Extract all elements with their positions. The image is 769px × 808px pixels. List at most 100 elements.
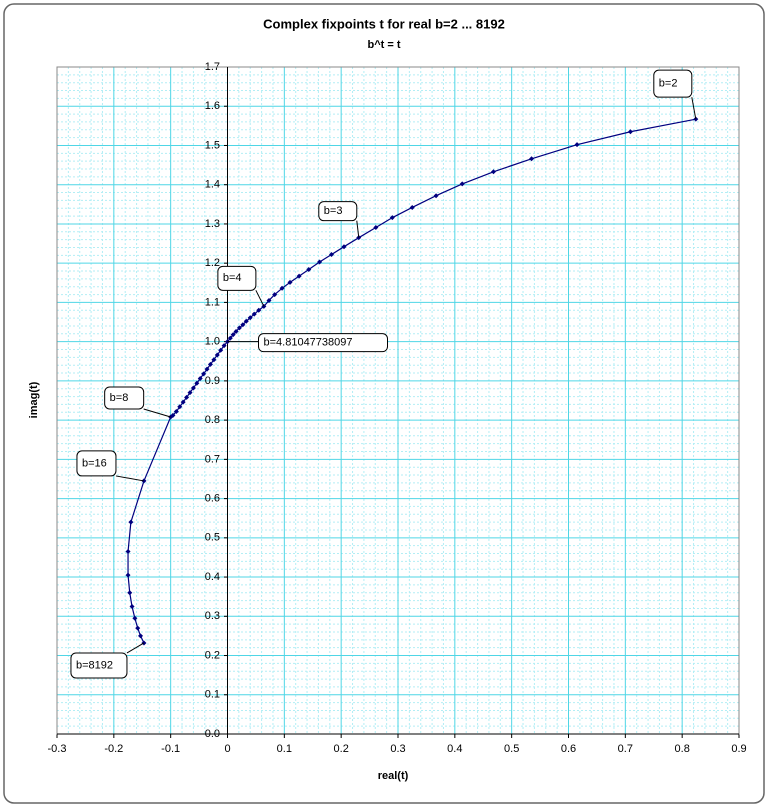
y-tick-label: 1.4 bbox=[205, 179, 220, 191]
data-point bbox=[197, 376, 203, 382]
data-point bbox=[211, 357, 217, 363]
y-tick-label: 0.9 bbox=[205, 375, 220, 387]
callout-text: b=2 bbox=[659, 78, 678, 90]
x-axis-label: real(t) bbox=[378, 770, 409, 782]
data-point bbox=[233, 328, 239, 334]
y-tick-label: 1.5 bbox=[205, 139, 220, 151]
callout-leader bbox=[356, 220, 360, 238]
y-tick-label: 1.1 bbox=[205, 296, 220, 308]
callout-text: b=8192 bbox=[76, 659, 113, 671]
data-point bbox=[574, 142, 580, 148]
data-point bbox=[389, 215, 395, 221]
x-tick-label: 0.5 bbox=[504, 743, 519, 755]
data-point bbox=[218, 347, 224, 353]
data-point bbox=[230, 332, 236, 338]
data-point bbox=[125, 549, 131, 555]
y-tick-label: 0.5 bbox=[205, 532, 220, 544]
data-point bbox=[341, 244, 347, 250]
data-point bbox=[190, 385, 196, 391]
callout-box bbox=[318, 201, 358, 222]
data-point bbox=[296, 273, 302, 279]
y-tick-label: 0.6 bbox=[205, 492, 220, 504]
data-point bbox=[184, 394, 190, 400]
data-point bbox=[329, 252, 335, 258]
data-point bbox=[243, 318, 249, 324]
data-point bbox=[180, 399, 186, 405]
data-point bbox=[266, 297, 272, 303]
y-tick-label: 1.2 bbox=[205, 257, 220, 269]
callout-box bbox=[258, 333, 388, 353]
x-tick-label: -0.1 bbox=[161, 743, 180, 755]
y-tick-label: 0.8 bbox=[205, 414, 220, 426]
data-point bbox=[204, 366, 210, 372]
y-tick-label: 0.7 bbox=[205, 453, 220, 465]
x-tick-label: 0.7 bbox=[618, 743, 633, 755]
data-point bbox=[221, 343, 227, 349]
y-axis-label: imag(t) bbox=[28, 381, 40, 418]
x-tick-label: 0 bbox=[224, 743, 230, 755]
data-point bbox=[627, 129, 633, 135]
callout-text: b=4 bbox=[223, 272, 242, 284]
x-tick-label: -0.2 bbox=[104, 743, 123, 755]
y-tick-label: 1.0 bbox=[205, 336, 220, 348]
data-point bbox=[127, 590, 133, 596]
x-tick-label: -0.3 bbox=[48, 743, 67, 755]
data-point bbox=[173, 408, 179, 414]
y-tick-label: 0.4 bbox=[205, 571, 220, 583]
data-point bbox=[201, 371, 207, 377]
data-point bbox=[317, 259, 323, 265]
data-point bbox=[177, 404, 183, 410]
data-point bbox=[306, 266, 312, 272]
x-tick-label: 0.2 bbox=[334, 743, 349, 755]
callout-box bbox=[76, 450, 117, 477]
x-tick-label: 0.3 bbox=[390, 743, 405, 755]
data-point bbox=[279, 285, 285, 291]
callout-text: b=4.81047738097 bbox=[264, 337, 353, 349]
data-point bbox=[251, 311, 257, 317]
data-point bbox=[214, 352, 220, 358]
data-point bbox=[256, 307, 262, 313]
data-point bbox=[227, 335, 233, 341]
callout-box bbox=[217, 265, 257, 291]
callout-box bbox=[104, 386, 145, 410]
data-point bbox=[240, 322, 246, 328]
data-point bbox=[187, 390, 193, 396]
y-tick-label: 0.2 bbox=[205, 649, 220, 661]
callout-leader bbox=[255, 290, 265, 307]
callout-leader bbox=[143, 408, 171, 418]
data-point bbox=[194, 380, 200, 386]
y-tick-label: 0.3 bbox=[205, 610, 220, 622]
data-point bbox=[459, 181, 465, 187]
y-tick-label: 0.1 bbox=[205, 689, 220, 701]
callout-box bbox=[70, 652, 128, 679]
series-line bbox=[127, 118, 696, 644]
data-point bbox=[272, 292, 278, 298]
callout-text: b=8 bbox=[110, 392, 129, 404]
data-point bbox=[125, 572, 131, 578]
callout-leader bbox=[115, 475, 145, 482]
data-point bbox=[138, 633, 144, 639]
data-point bbox=[128, 519, 134, 525]
x-tick-label: 0.6 bbox=[561, 743, 576, 755]
callout-box bbox=[653, 69, 693, 98]
callout-text: b=3 bbox=[324, 205, 343, 217]
chart-subtitle: b^t = t bbox=[367, 39, 400, 51]
callout-text: b=16 bbox=[82, 457, 107, 469]
data-point bbox=[433, 193, 439, 199]
data-point bbox=[132, 615, 138, 621]
chart-title: Complex fixpoints t for real b=2 ... 819… bbox=[263, 16, 505, 31]
x-tick-label: 0.8 bbox=[675, 743, 690, 755]
data-point bbox=[247, 315, 253, 321]
y-tick-label: 1.6 bbox=[205, 100, 220, 112]
data-point bbox=[490, 169, 496, 175]
data-point bbox=[135, 625, 141, 631]
x-tick-label: 0.1 bbox=[277, 743, 292, 755]
x-tick-label: 0.9 bbox=[731, 743, 746, 755]
y-tick-label: 1.3 bbox=[205, 218, 220, 230]
data-point bbox=[529, 156, 535, 162]
data-point bbox=[129, 603, 135, 609]
data-point bbox=[287, 279, 293, 285]
data-point bbox=[409, 204, 415, 210]
data-point bbox=[236, 325, 242, 331]
